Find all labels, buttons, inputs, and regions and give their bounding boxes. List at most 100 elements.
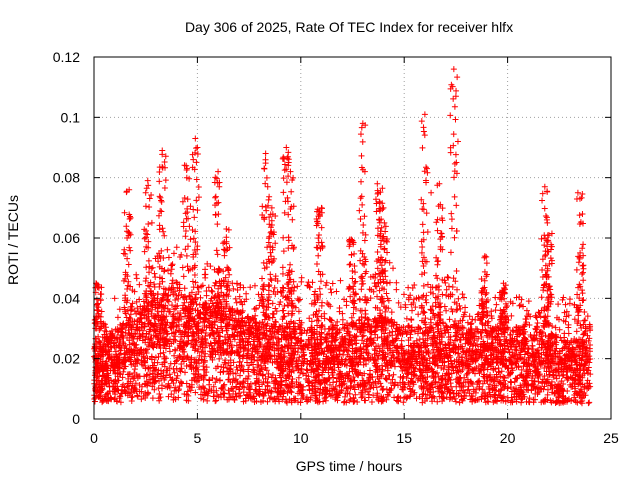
data-point (242, 397, 249, 404)
data-point (279, 322, 286, 329)
data-point (162, 345, 169, 352)
data-point (269, 359, 276, 366)
data-point (400, 347, 407, 354)
data-point (440, 366, 447, 373)
data-point (393, 279, 400, 286)
data-point (134, 305, 141, 312)
data-point (397, 304, 404, 311)
data-point (548, 382, 555, 389)
data-point (121, 351, 128, 358)
data-point (328, 289, 335, 296)
data-point (151, 386, 158, 393)
data-point (169, 280, 176, 287)
data-point (165, 393, 172, 400)
data-point (555, 301, 562, 308)
data-point (411, 326, 418, 333)
data-point (169, 277, 176, 284)
data-point (222, 361, 229, 368)
data-point (402, 301, 409, 308)
data-point (420, 390, 427, 397)
data-point (181, 328, 188, 335)
data-point (479, 326, 486, 333)
data-point (264, 398, 271, 405)
data-point (388, 309, 395, 316)
data-point (578, 325, 585, 332)
data-point (516, 302, 523, 309)
data-point (221, 381, 228, 388)
data-point (308, 318, 315, 325)
data-point (457, 375, 464, 382)
data-point (368, 398, 375, 405)
data-point (155, 258, 162, 265)
data-point (295, 308, 302, 315)
data-point (573, 328, 580, 335)
data-point (400, 399, 407, 406)
data-point (581, 317, 588, 324)
data-point (234, 366, 241, 373)
data-point (189, 344, 196, 351)
data-point (466, 313, 473, 320)
data-point (478, 396, 485, 403)
data-point (434, 363, 441, 370)
data-point (288, 378, 295, 385)
data-point (170, 250, 177, 257)
data-point (136, 296, 143, 303)
data-point (509, 399, 516, 406)
data-point (441, 277, 448, 284)
data-point (538, 399, 545, 406)
data-point (333, 288, 340, 295)
data-point (415, 311, 422, 318)
data-point (390, 371, 397, 378)
data-point (189, 278, 196, 285)
data-point (565, 321, 572, 328)
data-point (134, 392, 141, 399)
data-point (128, 394, 135, 401)
data-point (544, 391, 551, 398)
data-point (586, 399, 593, 406)
data-point (487, 381, 494, 388)
data-point (393, 397, 400, 404)
data-point (346, 390, 353, 397)
data-point (367, 273, 374, 280)
data-point (233, 384, 240, 391)
data-point (232, 295, 239, 302)
data-point (455, 295, 462, 302)
data-point (438, 364, 445, 371)
data-point (202, 330, 209, 337)
data-point (383, 375, 390, 382)
data-point (173, 322, 180, 329)
data-point (198, 349, 205, 356)
data-point (233, 299, 240, 306)
data-point (308, 300, 315, 307)
data-point (228, 386, 235, 393)
data-point (585, 400, 592, 407)
data-point (160, 349, 167, 356)
data-point (91, 398, 98, 405)
data-point (317, 291, 324, 298)
data-point (448, 357, 455, 364)
data-point (326, 332, 333, 339)
data-point (272, 273, 279, 280)
data-point (173, 357, 180, 364)
data-point (428, 307, 435, 314)
data-point (133, 275, 140, 282)
data-point (444, 274, 451, 281)
data-point (562, 301, 569, 308)
data-point (100, 341, 107, 348)
data-point (352, 391, 359, 398)
data-point (210, 383, 217, 390)
data-point (201, 353, 208, 360)
data-point (448, 306, 455, 313)
data-point (128, 361, 135, 368)
data-point (116, 306, 123, 313)
data-point (485, 385, 492, 392)
data-point (362, 270, 369, 277)
data-point (138, 388, 145, 395)
data-point (214, 329, 221, 336)
data-point (445, 274, 452, 281)
data-point (434, 398, 441, 405)
data-point (374, 334, 381, 341)
data-point (175, 321, 182, 328)
data-point (181, 299, 188, 306)
